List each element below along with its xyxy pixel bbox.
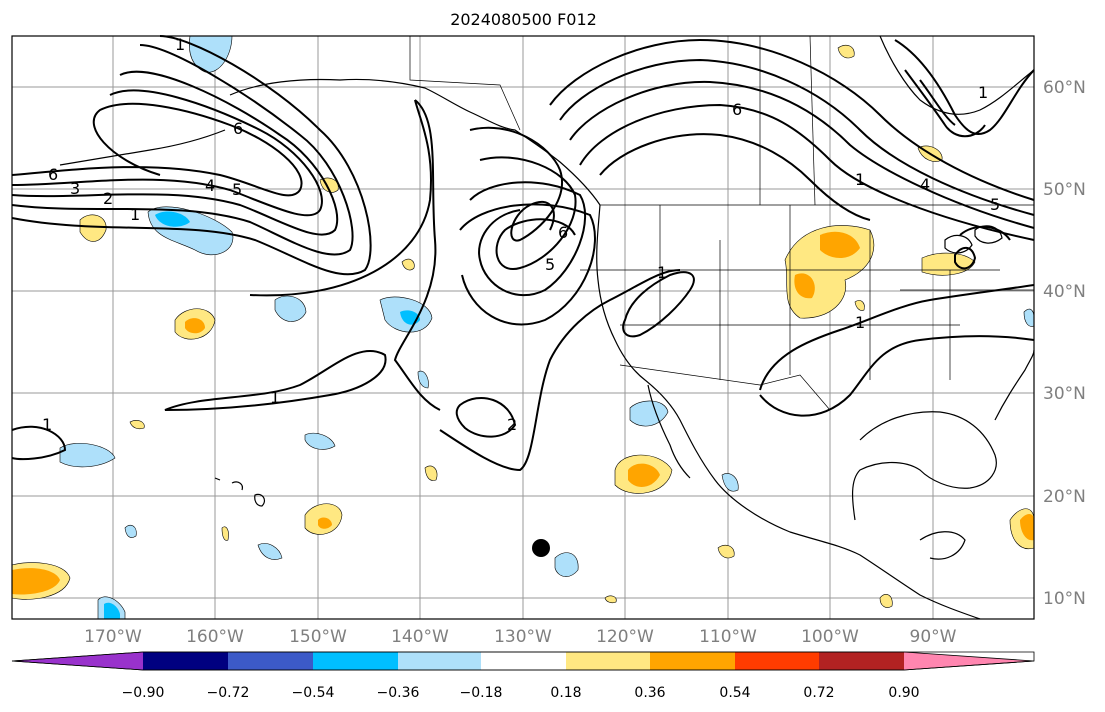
contour-label: 1 (657, 263, 667, 282)
lat-label-40n: 40°N (1043, 282, 1086, 302)
colorbar-tick: 0.54 (719, 685, 750, 701)
lat-label-50n: 50°N (1043, 180, 1086, 200)
map-frame (11, 35, 1035, 620)
contour-label: 4 (205, 176, 215, 195)
lon-label-170w: 170°W (84, 627, 142, 647)
colorbar-segment-pos036 (650, 652, 735, 670)
colorbar-tick: −0.36 (377, 685, 420, 701)
colorbar-tick: 0.90 (888, 685, 919, 701)
coastlines (59, 35, 1035, 620)
contour-label: 5 (545, 255, 555, 274)
colorbar-segment-neg054 (228, 652, 313, 670)
contour-label: 1 (130, 205, 140, 224)
colorbar-segment-neg072 (143, 652, 228, 670)
colorbar-tick: −0.18 (460, 685, 503, 701)
contour-label: 1 (42, 415, 52, 434)
map-panel: 1 2 3 4 5 6 6 1 1 2 5 6 6 1 1 1 5 4 1 1 (11, 35, 1035, 620)
lon-label-100w: 100°W (801, 627, 859, 647)
lat-label-60n: 60°N (1043, 78, 1086, 98)
contour-label: 1 (270, 388, 280, 407)
contour-label: 6 (233, 119, 243, 138)
colorbar-segment-gt-pos090 (904, 652, 1034, 670)
contour-labels: 1 2 3 4 5 6 6 1 1 2 5 6 6 1 1 1 5 4 1 1 (42, 35, 1000, 434)
contour-label: 1 (175, 35, 185, 54)
political-borders (409, 35, 1034, 411)
lat-label-20n: 20°N (1043, 487, 1086, 507)
colorbar-tick: 0.72 (803, 685, 834, 701)
colorbar-segment-neg018 (398, 652, 481, 670)
lon-label-160w: 160°W (186, 627, 244, 647)
colorbar-segment-pos072 (819, 652, 904, 670)
contour-label: 1 (855, 170, 865, 189)
contour-label: 1 (855, 313, 865, 332)
colorbar-tick: −0.90 (122, 685, 165, 701)
colorbar-tick: 0.18 (550, 685, 581, 701)
positive-anomaly-fills (11, 44, 1035, 608)
lat-label-30n: 30°N (1043, 384, 1086, 404)
contour-label: 2 (507, 415, 517, 434)
contour-label: 4 (920, 175, 930, 194)
colorbar-segment-pos018 (566, 652, 650, 670)
contour-label: 6 (732, 100, 742, 119)
contour-label: 1 (978, 83, 988, 102)
lon-label-130w: 130°W (494, 627, 552, 647)
lat-label-10n: 10°N (1043, 589, 1086, 609)
colorbar (11, 651, 1035, 671)
lon-label-140w: 140°W (391, 627, 449, 647)
colorbar-segment-lt-neg090 (12, 652, 143, 670)
storm-center-marker (532, 539, 550, 557)
colorbar-tick-labels: −0.90 −0.72 −0.54 −0.36 −0.18 0.18 0.36 … (122, 685, 920, 701)
colorbar-tick: −0.72 (207, 685, 250, 701)
map-title: 2024080500 F012 (450, 10, 597, 29)
latitude-labels: 60°N 50°N 40°N 30°N 20°N 10°N (1043, 78, 1086, 609)
colorbar-segment-neg036 (313, 652, 398, 670)
colorbar-outline (11, 651, 1035, 671)
colorbar-segment-pos054 (735, 652, 819, 670)
lon-label-90w: 90°W (910, 627, 957, 647)
height-contours (11, 35, 1035, 472)
negative-anomaly-fills (59, 35, 1035, 620)
lon-label-110w: 110°W (699, 627, 757, 647)
contour-label: 3 (70, 179, 80, 198)
contour-label: 2 (103, 189, 113, 208)
contour-label: 5 (990, 195, 1000, 214)
contour-label: 6 (558, 223, 568, 242)
lon-label-150w: 150°W (289, 627, 347, 647)
contour-label: 5 (232, 180, 242, 199)
lon-label-120w: 120°W (596, 627, 654, 647)
colorbar-tick: −0.54 (292, 685, 335, 701)
contour-label: 6 (48, 165, 58, 184)
longitude-labels: 170°W 160°W 150°W 140°W 130°W 120°W 110°… (84, 627, 957, 647)
colorbar-segment-zero (481, 652, 566, 670)
colorbar-tick: 0.36 (634, 685, 665, 701)
